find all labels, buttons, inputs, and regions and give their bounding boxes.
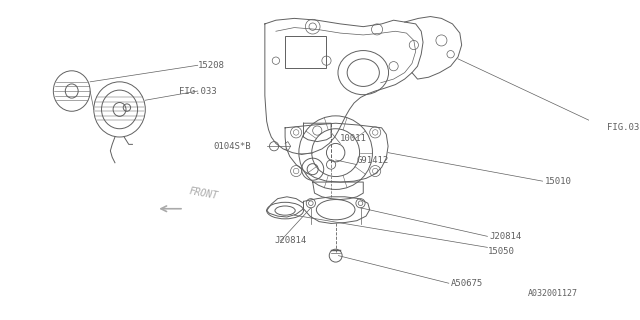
Text: J20814: J20814	[489, 232, 522, 241]
Text: 15208: 15208	[198, 61, 225, 70]
Text: 15010: 15010	[545, 177, 572, 186]
Text: FIG.031: FIG.031	[607, 123, 640, 132]
Text: J20814: J20814	[274, 236, 307, 245]
Bar	[285, 36, 326, 68]
Text: 10011: 10011	[340, 134, 367, 143]
Text: 0104S*B: 0104S*B	[213, 142, 251, 151]
Text: 15050: 15050	[488, 247, 515, 256]
Text: A032001127: A032001127	[527, 289, 577, 298]
Text: FRONT: FRONT	[189, 187, 219, 201]
Text: G91412: G91412	[357, 156, 389, 164]
Text: A50675: A50675	[451, 279, 483, 288]
Text: FIG.033: FIG.033	[179, 86, 217, 96]
